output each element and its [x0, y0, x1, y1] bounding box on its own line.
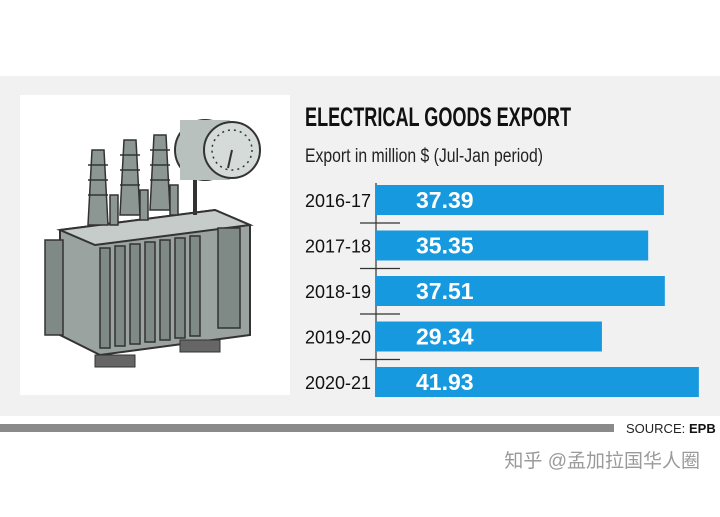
value-label: 37.39	[416, 187, 474, 213]
chart-subtitle: Export in million $ (Jul-Jan period)	[305, 146, 543, 167]
value-label: 37.51	[416, 278, 474, 304]
value-label: 41.93	[416, 369, 474, 395]
category-label: 2020-21	[305, 373, 371, 393]
value-label: 29.34	[416, 324, 474, 350]
transformer-illustration	[20, 95, 290, 395]
bar	[376, 230, 649, 261]
bar	[376, 276, 665, 306]
category-label: 2017-18	[305, 237, 371, 257]
source-label: SOURCE:	[626, 421, 685, 436]
category-label: 2018-19	[305, 282, 371, 302]
category-label: 2016-17	[305, 191, 371, 211]
value-label: 35.35	[416, 233, 474, 259]
chart-title: ELECTRICAL GOODS EXPORT	[305, 102, 571, 132]
bar	[376, 321, 602, 352]
footer-stripe	[0, 424, 614, 432]
category-label: 2019-20	[305, 328, 371, 348]
source: EPB	[689, 421, 716, 436]
bar	[376, 185, 664, 215]
bar	[376, 367, 699, 397]
watermark: 知乎 @孟加拉国华人圈	[504, 450, 700, 472]
